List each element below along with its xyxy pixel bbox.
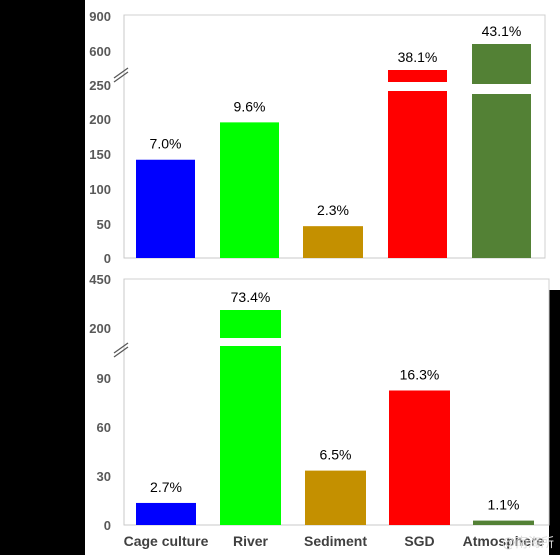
panel-2-x-category-label: Cage culture xyxy=(124,533,209,549)
panel-1-bar xyxy=(220,122,279,258)
panel-2-bar xyxy=(473,520,534,525)
panel-2-bar xyxy=(136,502,196,525)
panel-1-data-label: 38.1% xyxy=(398,49,438,65)
panel-1-axis-break-mark xyxy=(113,71,129,83)
watermark: @南海所 xyxy=(501,536,554,551)
panel-2-bar xyxy=(389,390,450,525)
panel-2-y-tick-label: 200 xyxy=(89,321,111,336)
panel-1-bar-upper-segment xyxy=(472,44,531,84)
panel-2-y-tick-label: 90 xyxy=(97,371,111,386)
panel-2-x-category-label: Sediment xyxy=(304,533,367,549)
panel-1-data-label: 7.0% xyxy=(150,136,182,152)
panel-2-data-label: 2.7% xyxy=(150,479,182,495)
panel-1-bar-lower-segment xyxy=(388,91,447,258)
panel-2-data-label: 6.5% xyxy=(320,447,352,463)
panel-2-bar-upper-segment xyxy=(220,310,281,338)
panel-2-y-tick-label: 0 xyxy=(104,518,111,533)
panel-1-bar-upper-segment xyxy=(388,70,447,82)
panel-2-bar-lower-segment xyxy=(220,346,281,525)
panel-1-bar xyxy=(303,226,363,258)
panel-2-y-tick-label: 450 xyxy=(89,272,111,287)
panel-2-y-tick-label: 60 xyxy=(97,420,111,435)
panel-1-y-tick-label: 600 xyxy=(89,44,111,59)
panel-2-axis-break-mark xyxy=(113,346,129,358)
panel-2-y-tick-label: 30 xyxy=(97,469,111,484)
panel-1-y-tick-label: 150 xyxy=(89,147,111,162)
panel-2-data-label: 73.4% xyxy=(231,289,271,305)
panel-1-bar-lower-segment xyxy=(472,94,531,258)
right-black-band xyxy=(549,290,560,555)
left-black-band xyxy=(0,0,85,555)
panel-1-y-tick-label: 50 xyxy=(97,217,111,232)
panel-2-x-category-label: SGD xyxy=(404,533,434,549)
panel-1-y-tick-label: 200 xyxy=(89,112,111,127)
panel-1-y-tick-label: 900 xyxy=(89,9,111,24)
panel-1-bar xyxy=(136,159,195,258)
panel-2-axis-break-mark xyxy=(113,342,129,354)
panel-1-y-tick-label: 0 xyxy=(104,251,111,266)
panel-1-axis-break-mark xyxy=(113,67,129,79)
panel-1-data-label: 43.1% xyxy=(482,23,522,39)
panel-1-y-tick-label: 100 xyxy=(89,182,111,197)
panel-2-x-category-label: River xyxy=(233,533,269,549)
panel-1-y-tick-label: 250 xyxy=(89,78,111,93)
panel-2-data-label: 1.1% xyxy=(488,497,520,513)
panel-2-bar xyxy=(305,470,366,525)
panel-1-data-label: 2.3% xyxy=(317,202,349,218)
panel-1-data-label: 9.6% xyxy=(234,98,266,114)
panel-2-data-label: 16.3% xyxy=(400,366,440,382)
panel-2-x-category-label: Atmosphere xyxy=(463,533,545,549)
